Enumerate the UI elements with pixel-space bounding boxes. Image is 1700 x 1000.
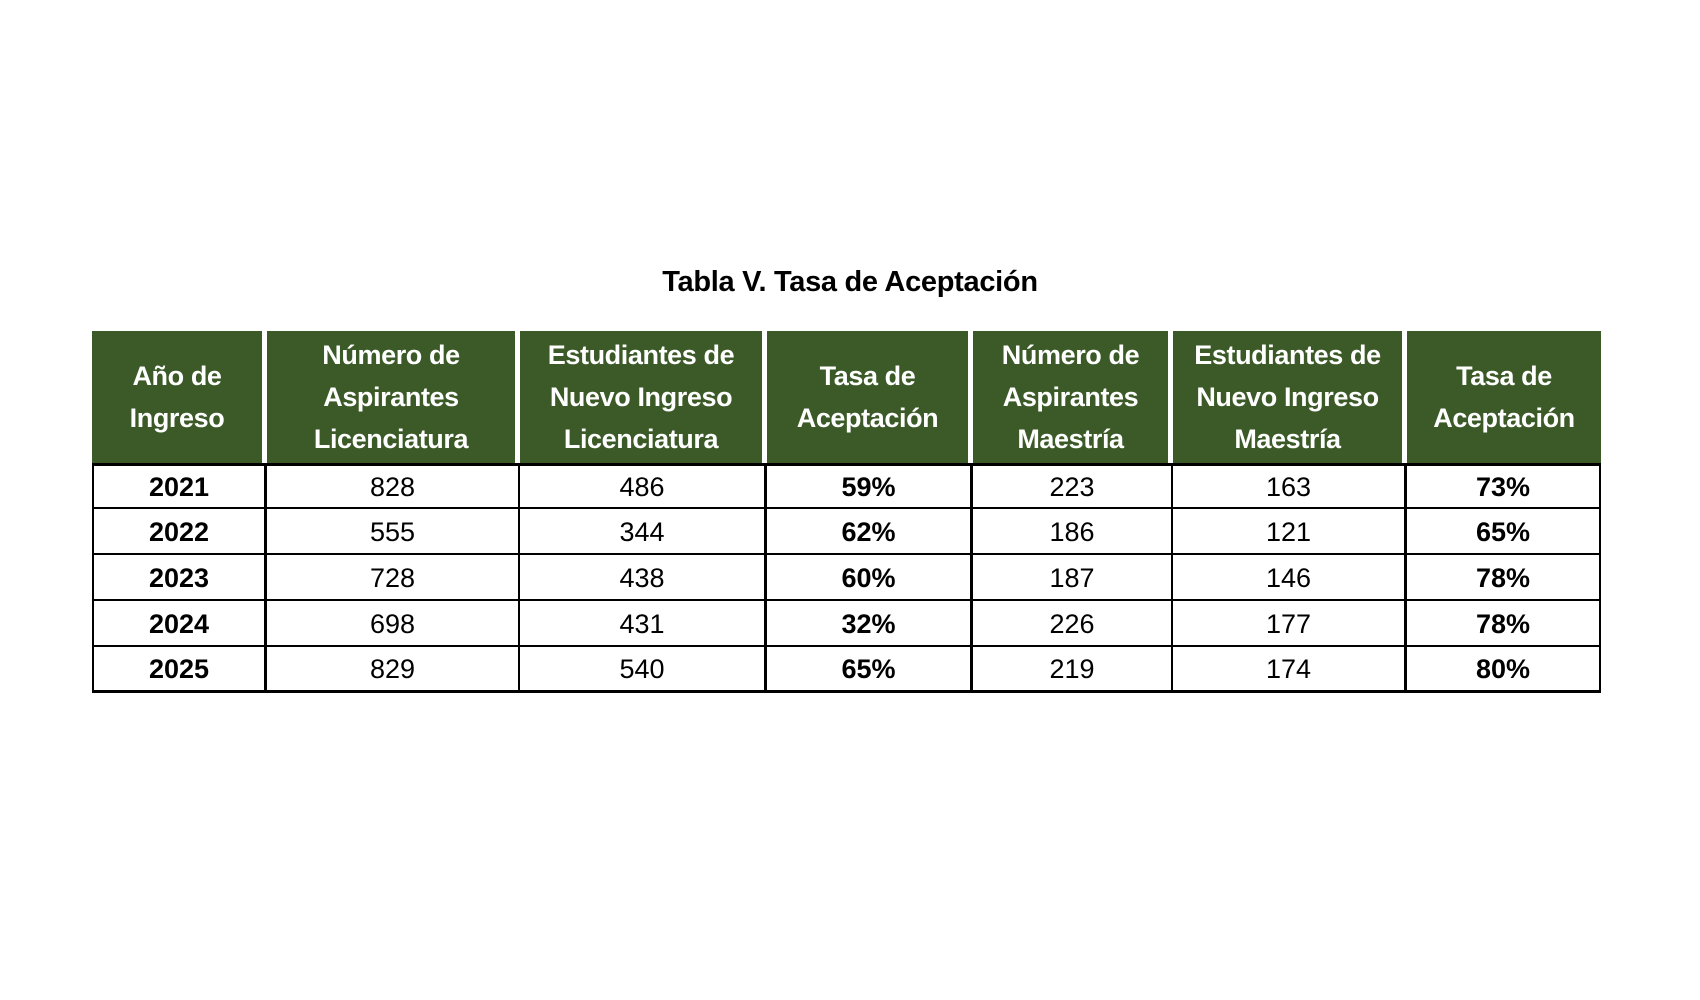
cell-nuevo-ingreso-licenciatura: 486 xyxy=(520,463,767,509)
cell-tasa-licenciatura: 65% xyxy=(767,647,973,693)
cell-tasa-maestria: 78% xyxy=(1407,555,1601,601)
cell-year: 2024 xyxy=(92,601,267,647)
header-tasa-licenciatura: Tasa de Aceptación xyxy=(767,331,973,463)
cell-aspirantes-licenciatura: 698 xyxy=(267,601,520,647)
cell-tasa-licenciatura: 62% xyxy=(767,509,973,555)
cell-aspirantes-licenciatura: 828 xyxy=(267,463,520,509)
header-line: Aspirantes xyxy=(323,382,459,412)
header-line: Ingreso xyxy=(129,403,225,433)
cell-nuevo-ingreso-licenciatura: 540 xyxy=(520,647,767,693)
cell-tasa-maestria: 80% xyxy=(1407,647,1601,693)
cell-nuevo-ingreso-maestria: 177 xyxy=(1173,601,1407,647)
header-line: Estudiantes de xyxy=(547,340,735,370)
header-line: Estudiantes de xyxy=(1194,340,1381,370)
cell-aspirantes-maestria: 223 xyxy=(973,463,1173,509)
cell-tasa-maestria: 73% xyxy=(1407,463,1601,509)
cell-tasa-maestria: 65% xyxy=(1407,509,1601,555)
cell-nuevo-ingreso-licenciatura: 438 xyxy=(520,555,767,601)
cell-year: 2022 xyxy=(92,509,267,555)
header-line: Tasa de xyxy=(819,361,916,391)
cell-tasa-maestria: 78% xyxy=(1407,601,1601,647)
cell-tasa-licenciatura: 32% xyxy=(767,601,973,647)
cell-year: 2025 xyxy=(92,647,267,693)
table-row: 2021 828 486 59% 223 163 73% xyxy=(92,463,1601,509)
cell-nuevo-ingreso-maestria: 146 xyxy=(1173,555,1407,601)
cell-nuevo-ingreso-licenciatura: 431 xyxy=(520,601,767,647)
header-line: Aspirantes xyxy=(1002,382,1139,412)
table-title: Tabla V. Tasa de Aceptación xyxy=(662,266,1038,298)
header-line: Aceptación xyxy=(1433,403,1575,433)
header-line: Aceptación xyxy=(796,403,939,433)
cell-tasa-licenciatura: 60% xyxy=(767,555,973,601)
header-line: Licenciatura xyxy=(313,424,469,454)
header-tasa-maestria: Tasa de Aceptación xyxy=(1407,331,1601,463)
cell-aspirantes-maestria: 226 xyxy=(973,601,1173,647)
header-line: Año de xyxy=(132,361,222,391)
cell-aspirantes-licenciatura: 555 xyxy=(267,509,520,555)
header-line: Nuevo Ingreso xyxy=(1196,382,1379,412)
header-line: Número de xyxy=(1001,340,1140,370)
cell-aspirantes-licenciatura: 829 xyxy=(267,647,520,693)
cell-year: 2023 xyxy=(92,555,267,601)
cell-aspirantes-maestria: 187 xyxy=(973,555,1173,601)
header-anio-ingreso: Año de Ingreso xyxy=(92,331,267,463)
header-line: Nuevo Ingreso xyxy=(549,382,733,412)
cell-nuevo-ingreso-maestria: 174 xyxy=(1173,647,1407,693)
table-row: 2024 698 431 32% 226 177 78% xyxy=(92,601,1601,647)
cell-year: 2021 xyxy=(92,463,267,509)
cell-aspirantes-maestria: 219 xyxy=(973,647,1173,693)
header-nuevo-ingreso-licenciatura: Estudiantes de Nuevo Ingreso Licenciatur… xyxy=(520,331,767,463)
header-row: Año de Ingreso Número de Aspirantes Lice… xyxy=(92,331,1601,463)
header-line: Maestría xyxy=(1017,424,1124,454)
header-line: Maestría xyxy=(1234,424,1341,454)
cell-nuevo-ingreso-maestria: 163 xyxy=(1173,463,1407,509)
header-aspirantes-licenciatura: Número de Aspirantes Licenciatura xyxy=(267,331,520,463)
header-aspirantes-maestria: Número de Aspirantes Maestría xyxy=(973,331,1173,463)
cell-nuevo-ingreso-maestria: 121 xyxy=(1173,509,1407,555)
header-line: Licenciatura xyxy=(563,424,719,454)
header-line: Número de xyxy=(322,340,460,370)
header-nuevo-ingreso-maestria: Estudiantes de Nuevo Ingreso Maestría xyxy=(1173,331,1407,463)
table-row: 2025 829 540 65% 219 174 80% xyxy=(92,647,1601,693)
cell-tasa-licenciatura: 59% xyxy=(767,463,973,509)
table-row: 2023 728 438 60% 187 146 78% xyxy=(92,555,1601,601)
header-line: Tasa de xyxy=(1456,361,1552,391)
cell-aspirantes-licenciatura: 728 xyxy=(267,555,520,601)
cell-aspirantes-maestria: 186 xyxy=(973,509,1173,555)
cell-nuevo-ingreso-licenciatura: 344 xyxy=(520,509,767,555)
acceptance-rate-table: Año de Ingreso Número de Aspirantes Lice… xyxy=(92,331,1601,693)
table-row: 2022 555 344 62% 186 121 65% xyxy=(92,509,1601,555)
